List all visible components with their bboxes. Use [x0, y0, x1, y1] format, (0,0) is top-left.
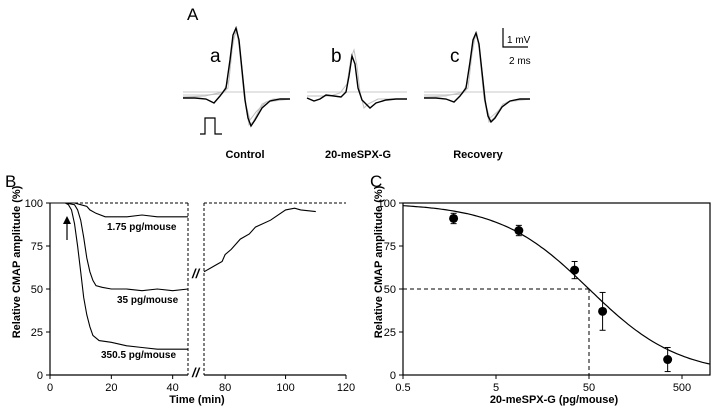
- trace-b-main: [306, 53, 407, 109]
- panel-c-data-point: [598, 306, 608, 316]
- trace-c-letter: c: [450, 46, 460, 67]
- trace-a-main: [183, 25, 290, 128]
- scale-bar-lines: [502, 28, 528, 48]
- panel-b-series-line-1: [50, 202, 189, 292]
- panel-b-x-tick-label: 40: [167, 382, 179, 394]
- panel-b-break-mark-axis: //: [191, 365, 201, 380]
- panel-c-data-point: [514, 226, 524, 236]
- panel-c-fit-curve: [402, 205, 711, 365]
- panel-c-letter: C: [370, 172, 382, 191]
- trace-a-ghost-1: [183, 27, 290, 126]
- panel-c-x-tick-label: 50: [583, 382, 595, 394]
- trace-a-caption: Control: [225, 149, 264, 161]
- trace-c-caption: Recovery: [453, 149, 503, 161]
- trace-b: [306, 48, 407, 109]
- trace-a-ghost-2: [182, 28, 291, 122]
- panel-b-y-tick-label: 75: [31, 241, 43, 253]
- trace-b-ghost: [307, 48, 407, 109]
- panel-b-series: [50, 202, 316, 350]
- panel-b-x-axis-title: Time (min): [169, 394, 225, 406]
- panel-c-y-tick-label: 75: [384, 241, 396, 253]
- panel-b-break-mark-middle: //: [191, 266, 201, 281]
- panel-b-label-350-5: 350.5 pg/mouse: [101, 350, 176, 361]
- panel-c-plot-border: [402, 202, 711, 376]
- panel-c-ticks: 0 25 50 75 100 0.5 5 50 500: [378, 198, 692, 394]
- panel-b-x-tick-label: 120: [337, 382, 355, 394]
- panel-c-frame: [402, 202, 711, 376]
- panel-c: C Relative CMAP amplitude (%) 20-meSPX-G…: [370, 172, 711, 406]
- panel-a: A a Control b 20-meSPX-G c Recovery: [182, 5, 531, 161]
- panel-b-label-1-75: 1.75 pg/mouse: [107, 222, 177, 233]
- panel-b-series-line-0: [50, 202, 188, 218]
- trace-c: [423, 30, 531, 124]
- panel-c-y-axis-title: Relative CMAP amplitude (%): [373, 185, 385, 338]
- panel-c-x-axis-title: 20-meSPX-G (pg/mouse): [490, 394, 619, 406]
- trace-a: [182, 25, 291, 135]
- panel-c-x-tick-label: 5: [493, 382, 499, 394]
- panel-c-data-point: [570, 265, 580, 275]
- panel-b-frame: [49, 202, 346, 376]
- panel-b-label-35: 35 pg/mouse: [117, 295, 179, 306]
- panel-c-y-tick-label: 25: [384, 327, 396, 339]
- trace-b-caption: 20-meSPX-G: [325, 149, 391, 161]
- panel-b-y-axis-title: Relative CMAP amplitude (%): [11, 185, 23, 338]
- panel-b-ticks: 0 25 50 75 100 0 20 40 80 100 120: [25, 198, 356, 394]
- panel-c-y-tick-label: 100: [378, 198, 396, 210]
- panel-b-letter: B: [5, 172, 16, 191]
- stimulus-pulse-icon: [200, 117, 222, 135]
- panel-b-y-tick-label: 25: [31, 327, 43, 339]
- panel-c-reference-lines: [403, 288, 590, 375]
- panel-c-x-tick-label: 0.5: [395, 382, 410, 394]
- panel-b-y-tick-label: 50: [31, 284, 43, 296]
- panel-b-x-tick-label: 0: [47, 382, 53, 394]
- panel-b-series-line-3: [203, 207, 316, 273]
- panel-c-y-tick-label: 0: [390, 370, 396, 382]
- scale-bar: 1 mV 2 ms: [502, 28, 531, 67]
- panel-b-x-tick-label: 100: [276, 382, 294, 394]
- panel-b-x-tick-label: 80: [219, 382, 231, 394]
- panel-a-letter: A: [187, 5, 199, 24]
- trace-a-letter: a: [210, 46, 221, 67]
- trace-b-letter: b: [331, 46, 342, 67]
- scale-bar-vertical-label: 1 mV: [507, 35, 531, 46]
- panel-b: B Relative CMAP amplitude (%) Time (min)…: [5, 172, 355, 406]
- panel-c-data-point: [663, 355, 673, 365]
- panel-c-fit-line: [402, 205, 711, 365]
- panel-c-data-point: [449, 213, 459, 223]
- panel-b-series-line-2: [50, 202, 188, 350]
- panel-b-x-tick-label: 20: [105, 382, 117, 394]
- panel-b-arrow-up-icon: [63, 216, 71, 224]
- panel-c-x-tick-label: 500: [673, 382, 691, 394]
- panel-b-y-tick-label: 100: [25, 198, 43, 210]
- trace-c-main: [424, 30, 530, 124]
- panel-c-points: [449, 212, 673, 373]
- panel-b-y-tick-label: 0: [37, 370, 43, 382]
- panel-c-y-tick-label: 50: [384, 284, 396, 296]
- scale-bar-horizontal-label: 2 ms: [509, 56, 531, 67]
